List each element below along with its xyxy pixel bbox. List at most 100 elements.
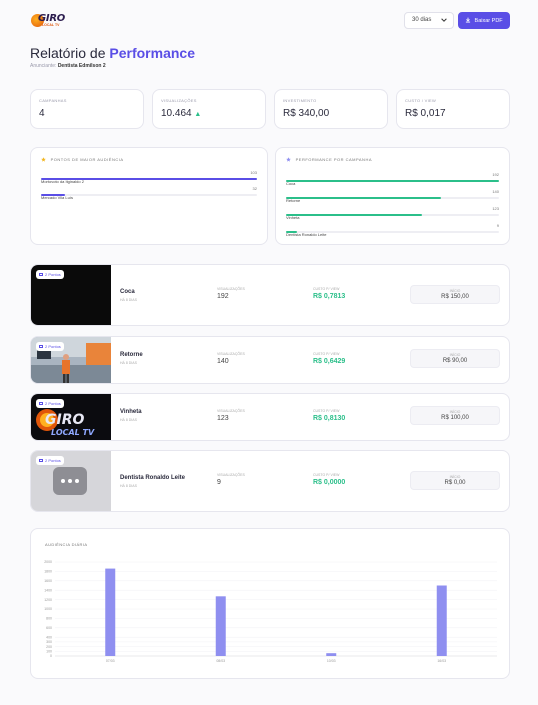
row-count: 9 — [496, 223, 499, 228]
y-tick-label: 300 — [46, 640, 52, 644]
cpv-label: CUSTO P/ VIEW — [313, 352, 340, 356]
campaign-name: Dentista Ronaldo Leite — [120, 475, 186, 481]
views-label: VISUALIZAÇÕES — [217, 352, 245, 356]
svg-text:GIRO: GIRO — [45, 412, 84, 428]
y-tick-label: 1400 — [44, 588, 52, 592]
logo-icon — [31, 14, 44, 27]
bar-track — [286, 197, 499, 199]
investment-label: INÍCIO — [449, 410, 461, 414]
kpi-label: CAMPANHAS — [39, 98, 67, 103]
y-tick-label: 1800 — [44, 570, 52, 574]
download-pdf-label: Baixar PDF — [474, 18, 503, 24]
row-name: Dentista Ronaldo Leite — [286, 232, 327, 237]
y-tick-label: 1000 — [44, 607, 52, 611]
campaign-thumbnail[interactable] — [31, 337, 111, 383]
row-count: 140 — [492, 189, 499, 194]
star-icon — [41, 157, 46, 162]
investment-box: INÍCIO R$ 100,00 — [410, 406, 500, 425]
tv-icon — [39, 459, 43, 462]
page-title: Relatório de Performance — [30, 45, 195, 61]
performance-row: Coca 192 — [286, 172, 499, 186]
campaign-age: HÁ 8 DIAS — [120, 418, 137, 422]
x-tick-label: 08/03 — [216, 659, 225, 663]
kpi-value: 10.464 — [161, 108, 192, 119]
giro-logo[interactable]: GIRO LOCAL TV — [30, 12, 70, 30]
download-icon — [465, 17, 471, 23]
points-badge: 2 Pontos — [36, 270, 64, 279]
points-badge: 2 Pontos — [36, 342, 64, 351]
views-label: VISUALIZAÇÕES — [217, 287, 245, 291]
y-tick-label: 1600 — [44, 579, 52, 583]
page-title-accent: Performance — [109, 45, 195, 61]
investment-value: R$ 100,00 — [441, 415, 469, 421]
campaign-card[interactable]: GIRO LOCAL TV 2 Pontos Vinheta HÁ 8 DIAS… — [30, 393, 510, 441]
campaign-name: Retorne — [120, 352, 143, 358]
chart-bar — [215, 596, 226, 656]
audience-points-panel: PONTOS DE MAIOR AUDIÊNCIA Mortovoto da I… — [30, 147, 268, 245]
views-value: 140 — [217, 358, 229, 365]
audience-row: Mercado Vila Luís 32 — [41, 186, 257, 200]
campaign-card[interactable]: 2 Pontos Retorne HÁ 8 DIAS VISUALIZAÇÕES… — [30, 336, 510, 384]
views-value: 9 — [217, 479, 221, 486]
tv-icon — [39, 402, 43, 405]
tv-icon — [39, 345, 43, 348]
row-name: Mortovoto da Itginaldo 2 — [41, 179, 84, 184]
investment-label: INÍCIO — [449, 289, 461, 293]
performance-row: Vinheta 123 — [286, 206, 499, 220]
date-range-select[interactable]: 30 dias — [404, 12, 454, 29]
y-tick-label: 800 — [46, 617, 52, 621]
bar-fill — [286, 231, 297, 233]
x-tick-label: 10/03 — [327, 659, 336, 663]
kpi-investment: INVESTIMENTO R$ 340,00 — [274, 89, 388, 129]
cpv-value: R$ 0,6429 — [313, 358, 346, 365]
campaign-performance-panel: PERFORMANCE POR CAMPANHA Coca 192 Retorn… — [275, 147, 510, 245]
advertiser-name: Dentista Edmilson 2 — [57, 63, 106, 69]
panel-header: PERFORMANCE POR CAMPANHA — [286, 157, 499, 162]
trend-up-icon: ▲ — [194, 111, 202, 118]
advertiser-label: Anunciante: — [30, 63, 57, 69]
investment-box: INÍCIO R$ 0,00 — [410, 471, 500, 490]
views-label: VISUALIZAÇÕES — [217, 473, 245, 477]
bar-track — [41, 178, 257, 180]
y-tick-label: 400 — [46, 635, 52, 639]
chart-title: AUDIÊNCIA DIÁRIA — [45, 542, 88, 547]
y-tick-label: 600 — [46, 626, 52, 630]
chart-bar — [105, 568, 116, 656]
advertiser-line: Anunciante: Dentista Edmilson 2 — [30, 63, 106, 69]
panel-header: PONTOS DE MAIOR AUDIÊNCIA — [41, 157, 257, 162]
svg-text:LOCAL TV: LOCAL TV — [51, 428, 95, 437]
row-name: Coca — [286, 181, 296, 186]
campaign-card[interactable]: 2 Pontos Coca HÁ 8 DIAS VISUALIZAÇÕES 19… — [30, 264, 510, 326]
chart-bar — [436, 585, 447, 656]
bar-fill — [286, 197, 442, 199]
campaign-card[interactable]: 2 Pontos Dentista Ronaldo Leite HÁ 8 DIA… — [30, 450, 510, 512]
kpi-value-wrap: 10.464 ▲ — [161, 108, 265, 119]
kpi-label: VISUALIZAÇÕES — [161, 98, 197, 103]
panel-title: PONTOS DE MAIOR AUDIÊNCIA — [50, 157, 124, 162]
points-badge-label: 2 Pontos — [45, 344, 61, 349]
chart-bar — [326, 653, 337, 656]
views-label: VISUALIZAÇÕES — [217, 409, 245, 413]
investment-value: R$ 90,00 — [442, 358, 468, 364]
bar-track — [286, 231, 499, 233]
download-pdf-button[interactable]: Baixar PDF — [458, 12, 510, 29]
daily-audience-chart-card: AUDIÊNCIA DIÁRIA 0 100 200 300 400 600 800 1000… — [30, 528, 510, 679]
row-name: Retorne — [286, 198, 301, 203]
kpi-label: INVESTIMENTO — [283, 98, 317, 103]
cpv-label: CUSTO P/ VIEW — [313, 409, 340, 413]
investment-label: INÍCIO — [449, 475, 461, 479]
y-tick-label: 1200 — [44, 598, 52, 602]
y-tick-label: 2000 — [44, 560, 52, 564]
row-count: 123 — [492, 206, 499, 211]
kpi-value: R$ 0,017 — [405, 108, 446, 119]
bar-track — [41, 194, 257, 196]
campaign-name: Vinheta — [120, 409, 142, 415]
points-badge-label: 2 Pontos — [45, 458, 61, 463]
investment-value: R$ 0,00 — [444, 480, 466, 486]
cpv-label: CUSTO P/ VIEW — [313, 287, 340, 291]
kpi-value: 4 — [39, 108, 45, 119]
performance-row: Dentista Ronaldo Leite 9 — [286, 223, 499, 237]
logo-subtext: LOCAL TV — [42, 23, 60, 27]
retorne-thumbnail-image — [31, 337, 111, 383]
